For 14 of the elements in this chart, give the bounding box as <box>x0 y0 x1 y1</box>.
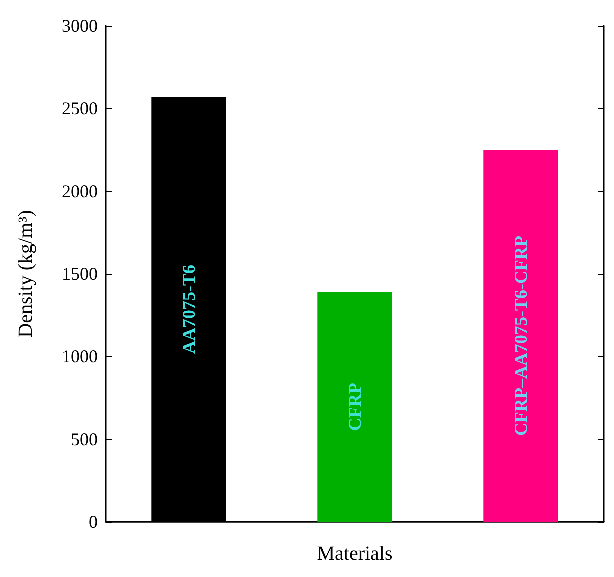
y-axis-title: Density (kg/m³) <box>15 210 37 338</box>
x-axis-title: Materials <box>317 543 393 565</box>
y-tick-label: 3000 <box>62 16 98 36</box>
y-tick-label: 0 <box>89 512 98 532</box>
x-tick-label: AA7075-T6 <box>179 265 199 354</box>
x-tick-label: CFRP <box>345 383 365 432</box>
y-tick-label: 1500 <box>62 264 98 284</box>
x-tick-label: CFRP–AA7075-T6-CFRP <box>511 236 531 436</box>
y-tick-label: 2500 <box>62 98 98 119</box>
y-tick-label: 2000 <box>62 181 98 202</box>
bar <box>318 292 392 522</box>
y-tick-label: 500 <box>71 429 98 450</box>
bar <box>484 150 558 522</box>
y-tick-label: 1000 <box>62 346 98 367</box>
